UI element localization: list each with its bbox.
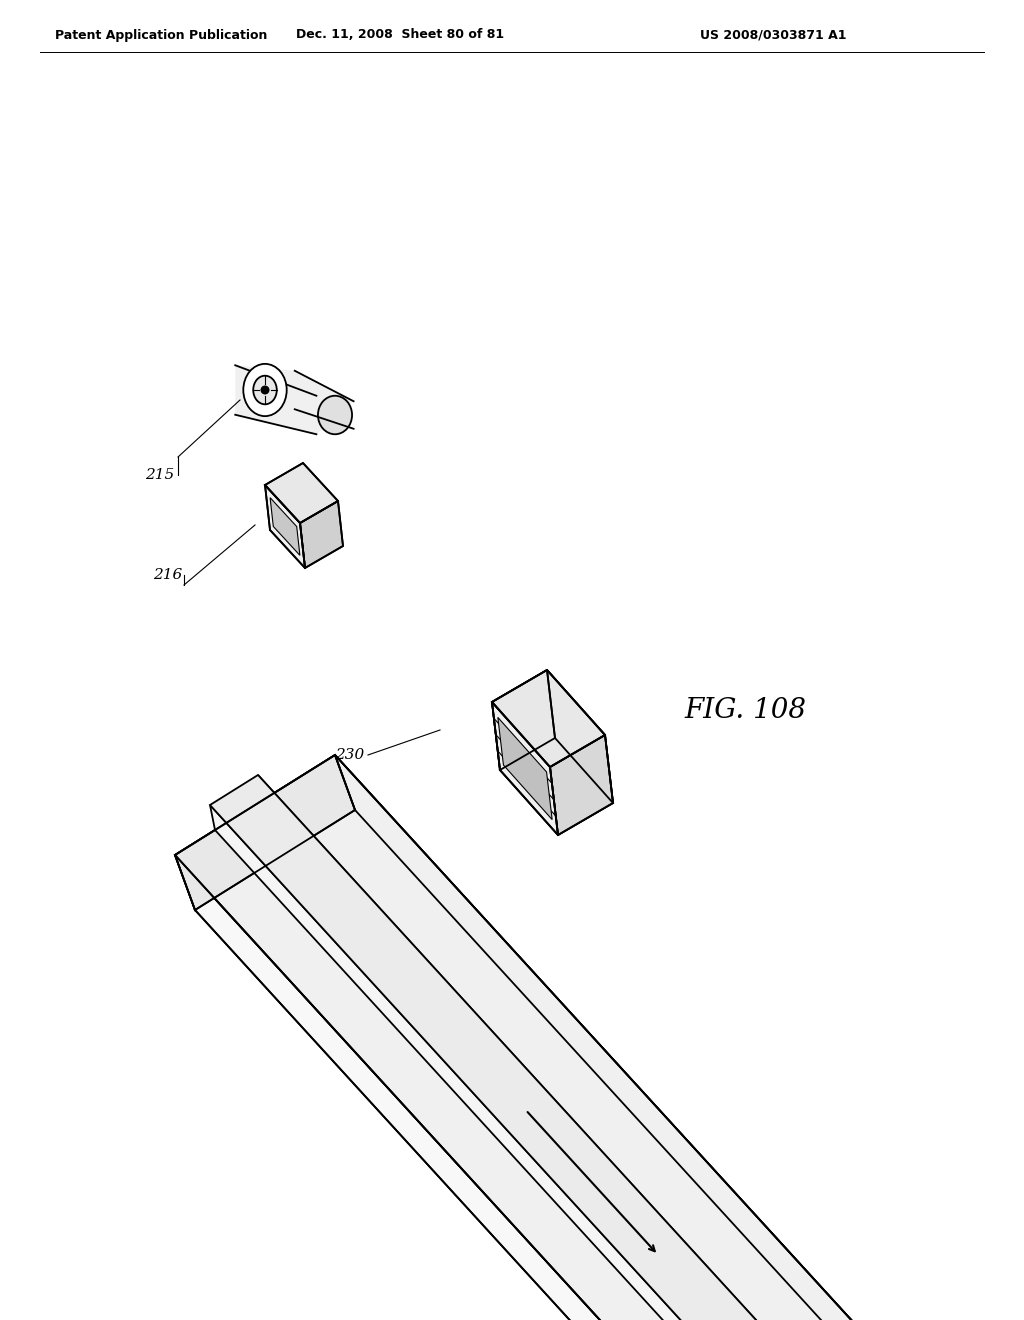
Polygon shape	[492, 671, 555, 770]
Polygon shape	[175, 855, 725, 1320]
Polygon shape	[492, 702, 558, 836]
Polygon shape	[500, 738, 613, 836]
Polygon shape	[550, 735, 613, 836]
Text: Patent Application Publication: Patent Application Publication	[55, 29, 267, 41]
Ellipse shape	[317, 396, 352, 434]
Text: FIG. 108: FIG. 108	[684, 697, 806, 723]
Text: 230: 230	[336, 748, 365, 762]
Polygon shape	[265, 484, 305, 568]
Text: 216: 216	[154, 568, 182, 582]
Polygon shape	[300, 502, 343, 568]
Polygon shape	[335, 755, 885, 1320]
Ellipse shape	[253, 376, 276, 404]
Polygon shape	[492, 671, 605, 767]
Polygon shape	[210, 775, 788, 1320]
Polygon shape	[175, 755, 865, 1320]
Ellipse shape	[244, 364, 287, 416]
Circle shape	[260, 385, 269, 395]
Polygon shape	[236, 366, 353, 434]
Polygon shape	[498, 717, 552, 820]
Polygon shape	[258, 775, 793, 1320]
Text: Dec. 11, 2008  Sheet 80 of 81: Dec. 11, 2008 Sheet 80 of 81	[296, 29, 504, 41]
Polygon shape	[175, 755, 355, 909]
Polygon shape	[265, 463, 338, 523]
Text: 215: 215	[145, 469, 175, 482]
Polygon shape	[547, 671, 613, 803]
Polygon shape	[210, 805, 745, 1320]
Polygon shape	[270, 498, 300, 556]
Text: US 2008/0303871 A1: US 2008/0303871 A1	[700, 29, 847, 41]
